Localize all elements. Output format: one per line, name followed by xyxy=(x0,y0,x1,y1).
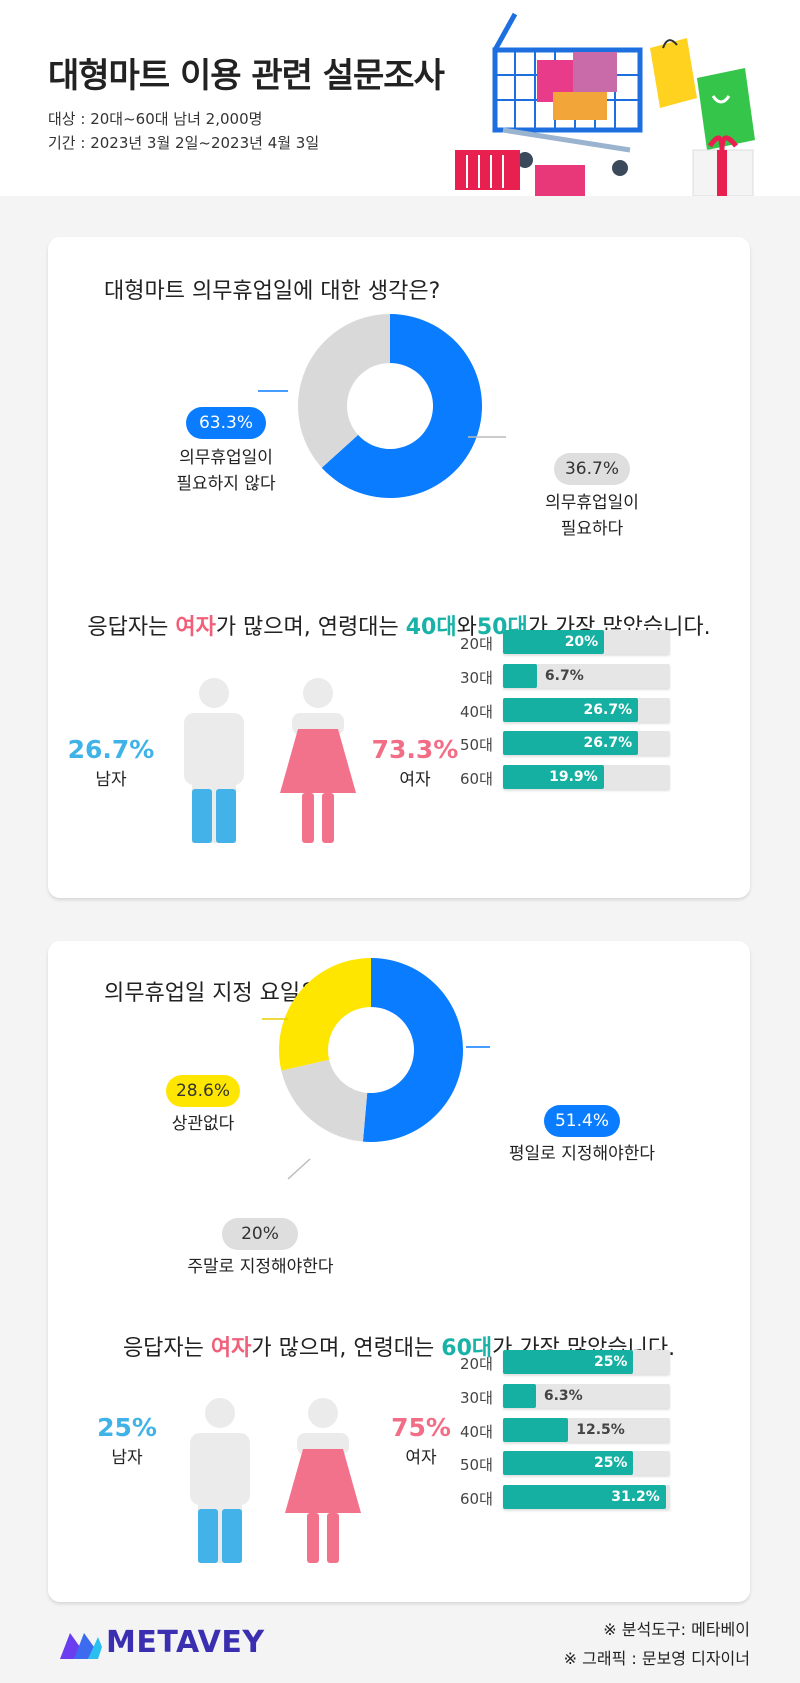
slice-category-label: 평일로 지정해야한다 xyxy=(508,1144,656,1164)
slice-category-label: 의무휴업일이 필요하지 않다 xyxy=(176,448,276,494)
slice-category-label: 주말로 지정해야한다 xyxy=(187,1257,334,1277)
question-title: 대형마트 의무휴업일에 대한 생각은? xyxy=(104,279,441,304)
female-figure-icon xyxy=(285,1398,361,1563)
slice-value-label: 20% xyxy=(222,1218,298,1250)
analysis-tool-credit: ※ 분석도구: 메타베이 xyxy=(603,1620,750,1639)
bar xyxy=(503,630,605,654)
bar-track: 26.7% xyxy=(503,731,670,756)
bar-track: 6.3% xyxy=(503,1383,670,1408)
bar-category-label: 30대 xyxy=(460,668,493,687)
male-percent: 26.7% xyxy=(67,735,155,764)
donut-slice xyxy=(281,1059,368,1142)
slice-category-label: 의무휴업일이 필요하다 xyxy=(545,493,639,539)
bar-track: 6.7% xyxy=(503,663,670,688)
male-figure-icon xyxy=(190,1398,250,1563)
slice-category-label: 상관없다 xyxy=(171,1114,235,1134)
survey-card-1: 대형마트 의무휴업일에 대한 생각은? 63.3% 의무휴업일이 필요하지 않다 … xyxy=(48,237,750,898)
donut-slice xyxy=(362,958,463,1142)
bar xyxy=(503,1417,569,1442)
donut-slice xyxy=(321,314,482,498)
bar-track: 19.9% xyxy=(503,765,670,790)
slice-value-label: 28.6% xyxy=(166,1075,240,1107)
donut-slice xyxy=(297,314,390,468)
bar xyxy=(503,765,604,790)
donut-slice xyxy=(279,958,371,1071)
male-label: 남자 xyxy=(111,1448,143,1468)
bar-track: 20% xyxy=(503,630,670,654)
bar-category-label: 60대 xyxy=(460,1490,493,1509)
bar-value-label: 6.7% xyxy=(544,667,584,684)
metavey-logo xyxy=(60,1633,102,1659)
bar-value-label: 19.9% xyxy=(549,769,598,786)
bar-track: 25% xyxy=(503,1451,670,1476)
female-label: 여자 xyxy=(399,770,431,790)
bar-value-label: 26.7% xyxy=(583,735,633,752)
bar-track: 26.7% xyxy=(503,697,670,722)
bar-category-label: 50대 xyxy=(460,1456,493,1475)
bar-category-label: 40대 xyxy=(460,1422,493,1441)
header: 대형마트 이용 관련 설문조사 대상 : 20대~60대 남녀 2,000명 기… xyxy=(0,0,800,196)
slice-value-label: 51.4% xyxy=(544,1105,620,1137)
summary-line: 응답자는 여자가 많으며, 연령대는 60대가 가장 많았습니다. xyxy=(122,1336,676,1361)
bar-value-label: 12.5% xyxy=(576,1421,625,1438)
bar xyxy=(503,731,639,756)
bar xyxy=(503,1485,666,1510)
slice-value-label: 63.3% xyxy=(186,407,266,439)
bar-category-label: 20대 xyxy=(460,635,493,653)
bar xyxy=(503,697,639,722)
bar-category-label: 20대 xyxy=(460,1355,493,1373)
donut-chart-2 xyxy=(262,958,490,1180)
bar xyxy=(503,1451,634,1476)
bar-category-label: 30대 xyxy=(460,1388,493,1407)
bar-category-label: 60대 xyxy=(460,770,493,789)
female-label: 여자 xyxy=(405,1448,437,1468)
female-percent: 73.3% xyxy=(371,735,459,764)
bar-value-label: 26.7% xyxy=(583,701,633,718)
donut-chart-1 xyxy=(258,314,506,498)
bar xyxy=(503,1350,634,1374)
male-percent: 25% xyxy=(97,1413,157,1442)
bar-category-label: 40대 xyxy=(460,702,493,721)
bar xyxy=(503,1383,536,1408)
survey-target: 대상 : 20대~60대 남녀 2,000명 xyxy=(48,110,263,128)
bar-value-label: 31.2% xyxy=(611,1489,660,1506)
bar-track: 12.5% xyxy=(503,1417,670,1442)
slice-value-label: 36.7% xyxy=(554,453,630,485)
bar-value-label: 6.3% xyxy=(543,1387,583,1404)
survey-card-2: 의무휴업일 지정 요일은? 28.6% 상관없다 51.4% 평일로 지정해야한… xyxy=(48,941,750,1602)
male-label: 남자 xyxy=(95,770,127,790)
shopping-cart-illustration xyxy=(455,12,755,196)
brand-name: METAVEY xyxy=(106,1625,265,1660)
male-figure-icon xyxy=(184,678,244,843)
female-figure-icon xyxy=(280,678,356,843)
leader-line xyxy=(287,1158,311,1180)
bar-value-label: 25% xyxy=(593,1455,628,1472)
bar xyxy=(503,663,537,688)
bar-track: 25% xyxy=(503,1350,670,1374)
graphic-credit: ※ 그래픽 : 문보영 디자이너 xyxy=(563,1649,750,1668)
bar-category-label: 50대 xyxy=(460,736,493,755)
bar-value-label: 25% xyxy=(593,1354,628,1370)
bar-value-label: 20% xyxy=(564,634,599,650)
bar-track: 31.2% xyxy=(503,1485,670,1510)
survey-period: 기간 : 2023년 3월 2일~2023년 4월 3일 xyxy=(48,134,320,152)
female-percent: 75% xyxy=(391,1413,451,1442)
page-title: 대형마트 이용 관련 설문조사 xyxy=(48,56,445,96)
